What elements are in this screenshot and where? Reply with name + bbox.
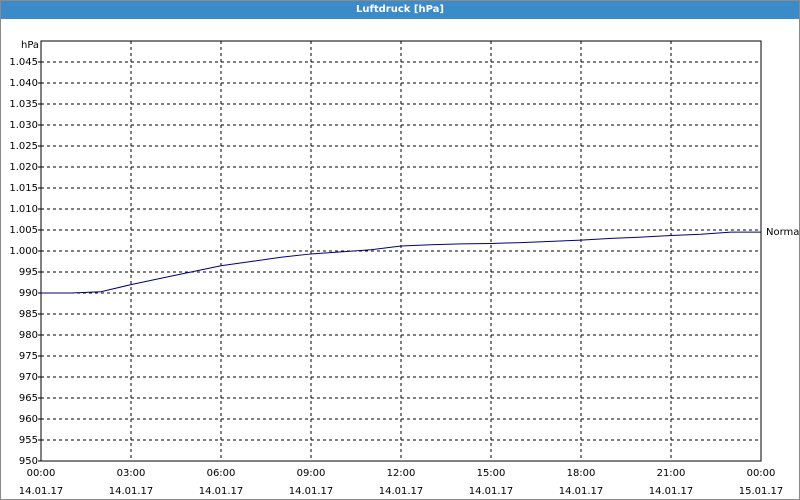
y-tick-label: 965 [19,393,38,404]
series-label: Normal [766,227,799,238]
title-bar: Luftdruck [hPa] [1,1,799,19]
x-tick-label: 15:00 14.01.17 [468,468,514,497]
y-tick-label: 995 [19,267,38,278]
y-tick-label: 1.045 [9,57,38,68]
x-tick-label: 00:00 15.01.17 [738,468,784,497]
y-tick-label: 975 [19,351,38,362]
y-tick-label: 1.035 [9,99,38,110]
y-tick-label: 1.040 [9,78,38,89]
y-tick-label: 1.015 [9,183,38,194]
x-tick-label: 03:00 14.01.17 [108,468,154,497]
y-tick-label: 1.010 [9,204,38,215]
y-tick-label: 985 [19,309,38,320]
x-tick-label: 18:00 14.01.17 [558,468,604,497]
y-tick-label: 1.030 [9,120,38,131]
y-tick-label: 1.000 [9,246,38,257]
x-tick-label: 12:00 14.01.17 [378,468,424,497]
y-tick-label: 960 [19,414,38,425]
y-tick-label: 950 [19,456,38,467]
x-tick-label: 09:00 14.01.17 [288,468,334,497]
y-tick-label: 1.025 [9,141,38,152]
line [41,231,761,294]
x-tick-label: 06:00 14.01.17 [198,468,244,497]
x-tick-label: 00:00 14.01.17 [18,468,64,497]
y-tick-label: 990 [19,288,38,299]
y-tick-label: 955 [19,435,38,446]
y-tick-label: 1.005 [9,225,38,236]
y-tick-label: 980 [19,330,38,341]
x-tick-label: 21:00 14.01.17 [648,468,694,497]
y-axis-label: hPa [21,40,39,51]
y-tick-label: 1.020 [9,162,38,173]
y-tick-label: 970 [19,372,38,383]
